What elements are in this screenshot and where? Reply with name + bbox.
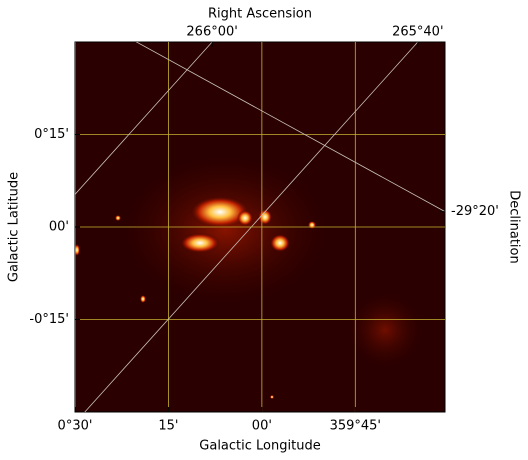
y-tick-label: 0°15' (34, 127, 69, 142)
grid-line (84, 42, 419, 412)
y2-tick-label: -29°20' (451, 204, 499, 219)
y2-axis-label: Declination (507, 190, 522, 264)
x-tick-label: 359°45' (330, 419, 381, 434)
y-axis-label: Galactic Latitude (7, 172, 22, 282)
x-axis-label: Galactic Longitude (199, 439, 320, 454)
x-tick-label: 00' (252, 419, 272, 434)
y-tick-label: 00' (49, 220, 69, 235)
x2-tick-label: 265°40' (392, 25, 443, 40)
x2-axis-label: Right Ascension (208, 7, 312, 22)
x-tick-label: 0°30' (58, 419, 93, 434)
grid-line (75, 42, 213, 195)
grid-line (135, 42, 445, 212)
grid-layer (75, 42, 445, 412)
x2-tick-label: 266°00' (186, 25, 237, 40)
x-tick-label: 15' (158, 419, 178, 434)
y-tick-label: -0°15' (29, 312, 69, 327)
